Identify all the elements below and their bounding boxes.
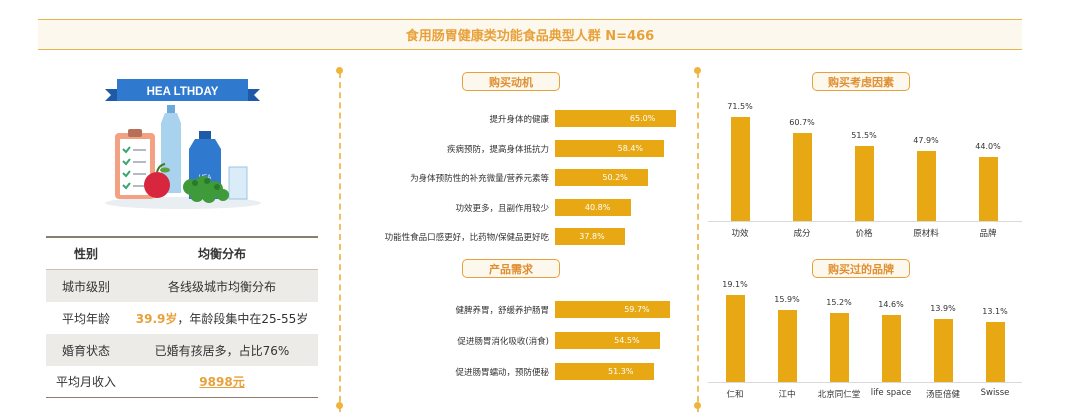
bar-category-label: 为身体预防性的补充微量/营养元素等 bbox=[410, 174, 549, 184]
demographics-table: 性别 均衡分布 城市级别 各线级城市均衡分布 平均年龄 39.9岁，年龄段集中在… bbox=[46, 236, 318, 398]
bar-value-label: 44.0% bbox=[975, 142, 1001, 151]
bar bbox=[555, 301, 671, 318]
average-age-value: 39.9岁，年龄段集中在25-55岁 bbox=[126, 310, 318, 327]
divider-right-dot-bottom bbox=[694, 402, 701, 409]
bar-category-label: 北京同仁堂 bbox=[817, 390, 861, 400]
panel-title-factors-text: 购买考虑因素 bbox=[828, 75, 894, 89]
bar-value-label: 15.2% bbox=[826, 297, 852, 307]
panel-title-factors: 购买考虑因素 bbox=[812, 72, 910, 91]
average-age-label: 平均年龄 bbox=[61, 311, 110, 326]
bar bbox=[978, 157, 998, 221]
bar-category-label: 疾病预防，提高身体抵抗力 bbox=[446, 144, 549, 155]
bar-value-label: 51.3% bbox=[608, 367, 634, 376]
demographics-header: 性别 均衡分布 bbox=[46, 238, 318, 270]
bar-value-label: 71.5% bbox=[727, 102, 753, 111]
page-title-bar: 食用肠胃健康类功能食品典型人群 N=466 bbox=[38, 19, 1022, 50]
bar-category-label: life space bbox=[870, 388, 912, 398]
bar bbox=[881, 315, 901, 382]
bar-value-label: 15.9% bbox=[774, 294, 800, 304]
bar bbox=[555, 332, 661, 349]
divider-left-dot-bottom bbox=[336, 402, 343, 409]
marital-status-label: 婚育状态 bbox=[61, 343, 110, 358]
row-monthly-income: 平均月收入 9898元 bbox=[46, 366, 318, 398]
panel-title-needs: 产品需求 bbox=[462, 259, 560, 278]
divider-right-dot-top bbox=[694, 67, 701, 74]
header-distribution: 均衡分布 bbox=[197, 247, 246, 261]
bar bbox=[555, 198, 631, 216]
divider-left-dot-top bbox=[336, 67, 343, 74]
bar bbox=[916, 151, 936, 221]
panel-title-brands-text: 购买过的品牌 bbox=[828, 262, 894, 276]
panel-title-needs-text: 产品需求 bbox=[489, 262, 533, 276]
monthly-income-label: 平均月收入 bbox=[55, 375, 116, 389]
healthday-illustration: HEA LTHDAY HEA bbox=[95, 75, 270, 215]
average-age-detail: ，年龄段集中在25-55岁 bbox=[177, 311, 309, 326]
bar-category-label: 功能性食品口感更好，比药物/保健品更好吃 bbox=[384, 233, 549, 243]
bar bbox=[792, 132, 812, 221]
panel-title-motivation-text: 购买动机 bbox=[489, 75, 533, 89]
bar-category-label: 功效 bbox=[731, 229, 749, 239]
bar-category-label: 品牌 bbox=[979, 229, 997, 239]
bar bbox=[555, 169, 649, 186]
bar-value-label: 19.1% bbox=[722, 280, 748, 289]
bar bbox=[730, 117, 750, 221]
row-city-tier: 城市级别 各线级城市均衡分布 bbox=[46, 270, 318, 302]
divider-right bbox=[697, 72, 699, 412]
bar-value-label: 54.5% bbox=[614, 336, 640, 345]
x-axis-line bbox=[708, 382, 1022, 383]
healthday-illustration-art: HEA LTHDAY HEA bbox=[105, 79, 261, 209]
city-tier-value: 各线级城市均衡分布 bbox=[167, 279, 276, 294]
bar bbox=[829, 312, 849, 382]
monthly-income-value: 9898元 bbox=[126, 373, 318, 390]
bar bbox=[854, 146, 874, 221]
panel-title-brands: 购买过的品牌 bbox=[812, 259, 910, 278]
bar-category-label: 功效更多，且副作用较少 bbox=[455, 203, 549, 214]
bar-category-label: 健脾养胃，舒缓养护肠胃 bbox=[455, 306, 549, 316]
bar-category-label: 江中 bbox=[778, 390, 796, 400]
bar-category-label: 汤臣倍健 bbox=[925, 390, 960, 400]
bar-value-label: 47.9% bbox=[913, 136, 939, 146]
bar-value-label: 14.6% bbox=[878, 300, 904, 310]
bar bbox=[555, 228, 626, 245]
page-title: 食用肠胃健康类功能食品典型人群 N=466 bbox=[405, 29, 655, 44]
city-tier-label: 城市级别 bbox=[61, 279, 110, 294]
bar-value-label: 60.7% bbox=[789, 117, 815, 127]
row-average-age: 平均年龄 39.9岁，年龄段集中在25-55岁 bbox=[46, 302, 318, 334]
bar-category-label: 价格 bbox=[855, 229, 873, 239]
bar bbox=[555, 363, 654, 380]
bar-category-label: 原材料 bbox=[913, 229, 939, 239]
bar-value-label: 50.2% bbox=[602, 173, 628, 182]
row-marital-status: 婚育状态 已婚有孩居多，占比76% bbox=[46, 334, 318, 366]
average-age-highlight: 39.9岁 bbox=[135, 311, 178, 326]
bar-category-label: 促进肠胃蠕动，预防便秘 bbox=[455, 368, 549, 378]
bar-category-label: 促进肠胃消化吸收(消食) bbox=[457, 337, 549, 347]
bar-category-label: 仁和 bbox=[726, 390, 744, 400]
bar-value-label: 40.8% bbox=[584, 202, 611, 212]
bar-category-label: 成分 bbox=[793, 229, 811, 239]
bar-value-label: 37.8% bbox=[579, 232, 605, 241]
bar bbox=[725, 295, 745, 382]
bar-category-label: 提升身体的健康 bbox=[489, 115, 549, 125]
bar-value-label: 13.9% bbox=[930, 303, 956, 313]
healthday-banner-text: HEA LTHDAY bbox=[147, 86, 219, 98]
bar bbox=[555, 139, 664, 157]
bar-value-label: 65.0% bbox=[629, 114, 656, 123]
x-axis-line bbox=[708, 221, 1022, 222]
panel-title-motivation: 购买动机 bbox=[462, 72, 560, 91]
bar bbox=[985, 322, 1005, 382]
bar-value-label: 13.1% bbox=[982, 307, 1008, 317]
header-gender: 性别 bbox=[73, 247, 98, 261]
bar-category-label: Swisse bbox=[980, 388, 1010, 398]
bar-value-label: 59.7% bbox=[624, 305, 650, 314]
bar bbox=[933, 318, 953, 382]
bar-value-label: 51.5% bbox=[851, 131, 877, 141]
bar bbox=[777, 309, 797, 382]
monthly-income-highlight: 9898元 bbox=[199, 375, 245, 389]
marital-status-value: 已婚有孩居多，占比76% bbox=[154, 343, 290, 358]
bar-value-label: 58.4% bbox=[617, 143, 644, 153]
divider-left bbox=[339, 72, 341, 412]
bar bbox=[555, 110, 676, 127]
